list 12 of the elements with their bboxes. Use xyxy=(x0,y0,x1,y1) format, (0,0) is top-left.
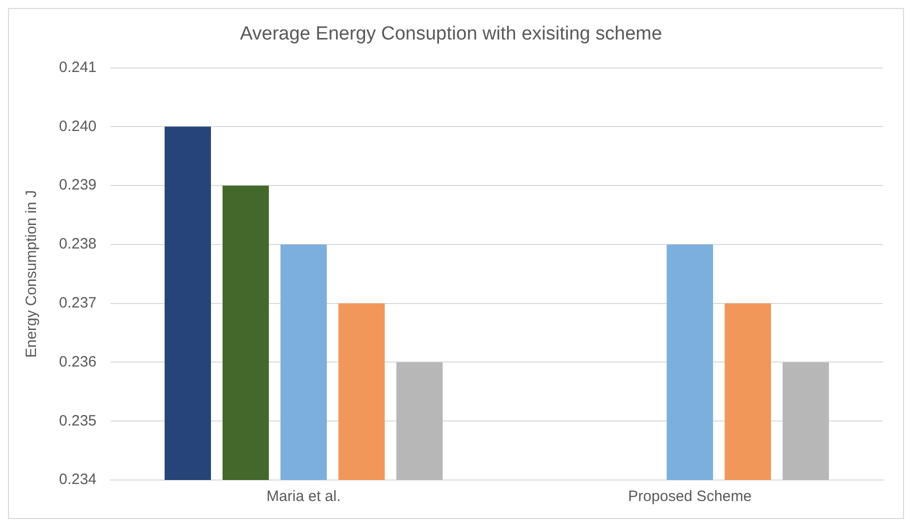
y-tick-label: 0.238 xyxy=(58,236,97,253)
x-tick-label: Maria et al. xyxy=(266,488,341,506)
y-tick-label: 0.235 xyxy=(58,412,97,430)
y-tick-label: 0.234 xyxy=(58,471,97,488)
chart-title: Average Energy Consuption with exisiting scheme xyxy=(240,24,662,45)
x-tick-label: Proposed Scheme xyxy=(628,488,752,506)
y-axis-title: Energy Consumption in J xyxy=(23,190,40,358)
y-tick-label: 0.239 xyxy=(58,176,97,194)
y-tick-label: 0.241 xyxy=(58,58,97,76)
y-tick-label: 0.237 xyxy=(58,294,97,312)
y-tick-label: 0.240 xyxy=(58,118,97,135)
y-tick-label: 0.236 xyxy=(58,353,97,370)
